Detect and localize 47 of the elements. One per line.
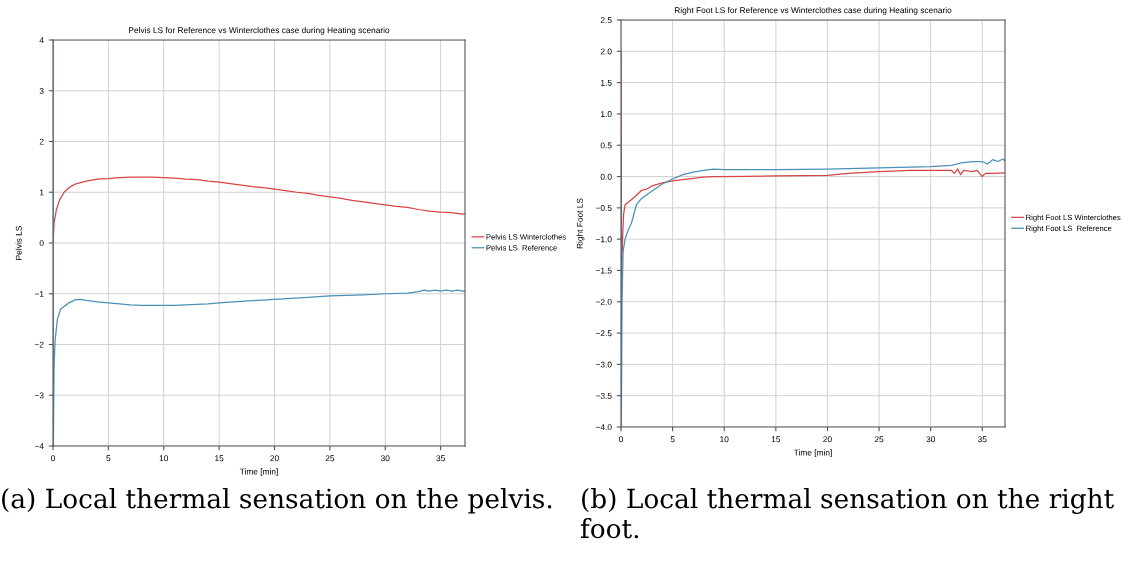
y-tick-label: 1.0	[601, 111, 612, 118]
y-tick-label: −2.5	[595, 330, 612, 337]
text: (b) Local thermal sensation on the right foot.	[580, 488, 1114, 539]
y-tick-label: −3	[34, 392, 44, 399]
x-tick-label: 30	[380, 455, 390, 462]
x-tick-label: 15	[771, 436, 781, 443]
y-tick-label: −1.0	[595, 236, 612, 243]
x-axis-title: Time [min]	[793, 449, 832, 458]
chart-title: Right Foot LS for Reference vs Winterclothes case during Heating scenario	[674, 7, 952, 15]
y-tick-label: −3.0	[595, 361, 612, 368]
x-tick-label: 20	[823, 436, 832, 443]
y-tick-label: 2.5	[600, 17, 612, 24]
x-tick-label: 35	[436, 455, 445, 462]
y-axis-title: Right Foot LS	[576, 198, 585, 249]
y-tick-label: 1	[39, 189, 44, 196]
x-tick-label: 25	[874, 436, 884, 443]
y-tick-label: −4	[34, 443, 44, 450]
y-tick-label: 0	[39, 240, 44, 247]
x-axis-title: Time [min]	[239, 468, 278, 477]
x-tick-label: 5	[106, 455, 111, 462]
y-axis-title: Pelvis LS	[15, 226, 22, 260]
x-tick-label: 10	[720, 436, 729, 443]
y-tick-label: 4	[39, 37, 44, 44]
x-tick-label: 10	[159, 455, 169, 462]
y-tick-label: −2	[34, 341, 44, 348]
x-tick-label: 35	[977, 436, 987, 443]
y-tick-label: 3	[39, 87, 44, 94]
x-tick-label: 25	[325, 455, 335, 462]
text: (a) Local thermal sensation on the pelvis.	[2, 488, 552, 514]
y-tick-label: 0.0	[600, 173, 612, 180]
x-tick-label: 0	[619, 436, 623, 443]
y-tick-label: 2.0	[600, 48, 612, 55]
chart-title: Pelvis LS for Reference vs Winterclothes case during Heating scenario	[129, 27, 390, 35]
x-tick-label: 5	[670, 436, 675, 443]
y-tick-label: −1	[34, 291, 44, 297]
x-tick-label: 0	[51, 455, 55, 462]
y-tick-label: 1.5	[601, 79, 612, 86]
x-tick-label: 20	[270, 455, 279, 462]
y-tick-label: −2.0	[595, 298, 612, 305]
y-tick-label: 2	[39, 138, 44, 145]
x-tick-label: 15	[215, 455, 224, 462]
y-tick-label: −3.5	[595, 392, 612, 399]
y-tick-label: −4.0	[595, 424, 612, 431]
y-tick-label: −1.5	[595, 267, 612, 274]
x-tick-label: 30	[926, 436, 935, 443]
y-tick-label: 0.5	[600, 142, 612, 149]
y-tick-label: −0.5	[595, 205, 612, 211]
